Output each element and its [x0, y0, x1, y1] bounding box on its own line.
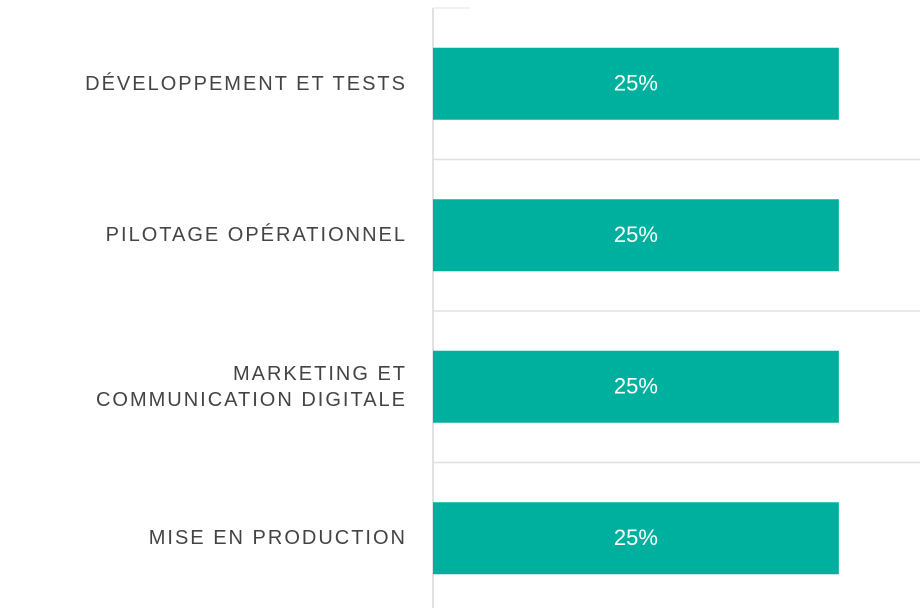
category-label: DÉVELOPPEMENT ET TESTS — [85, 72, 407, 95]
category-label: MARKETING ET COMMUNICATION DIGITALE — [95, 362, 407, 411]
bar — [433, 199, 839, 272]
category-label: MISE EN PRODUCTION — [148, 527, 407, 550]
value-label: 25% — [614, 374, 658, 399]
bar — [433, 502, 839, 575]
bar — [433, 47, 839, 120]
bar — [433, 350, 839, 423]
category-label: PILOTAGE OPÉRATIONNEL — [105, 224, 407, 247]
value-label: 25% — [614, 71, 658, 96]
value-label: 25% — [614, 525, 658, 550]
value-label: 25% — [614, 222, 658, 247]
